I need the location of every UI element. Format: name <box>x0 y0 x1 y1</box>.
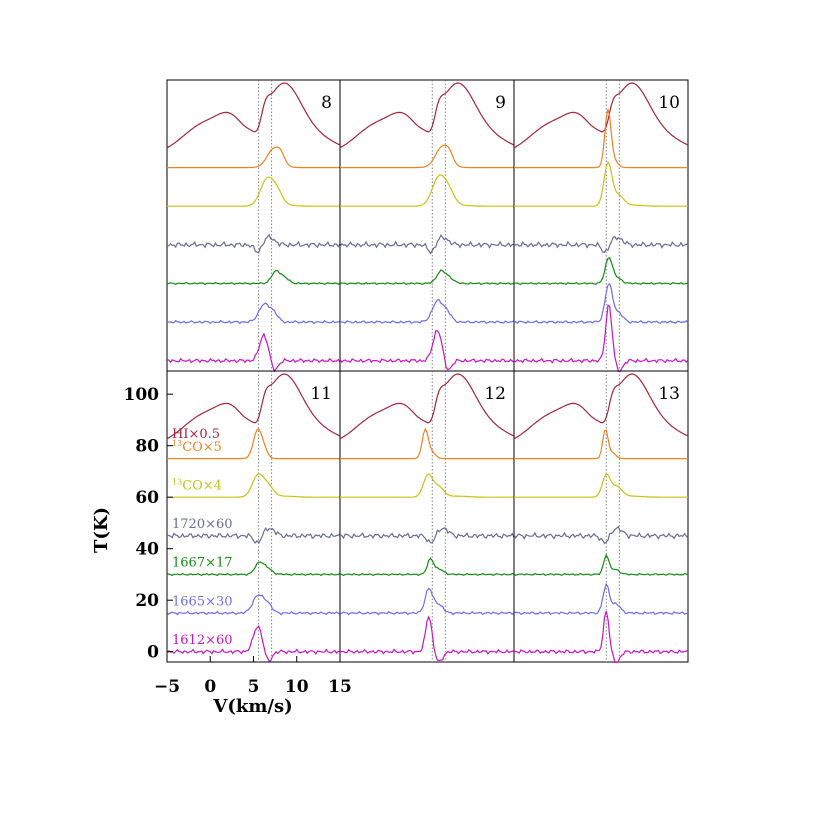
series-line-13CO×4 <box>340 473 514 498</box>
panel-12: 12 <box>339 370 515 663</box>
series-line-HI×0.5 <box>339 82 515 149</box>
series-label: 1720×60 <box>172 517 233 532</box>
series-label-superscript: 13 <box>172 477 182 486</box>
series-line-13CO×4 <box>514 473 688 498</box>
x-tick-label: −5 <box>154 677 180 697</box>
series-line-HI×0.5 <box>513 82 689 149</box>
x-tick-label: 15 <box>328 677 352 697</box>
series-line-1665×30 <box>166 302 341 325</box>
series-line-13CO×5 <box>514 108 688 169</box>
panel-11: 11 <box>166 370 341 663</box>
series-line-1720×60 <box>513 235 689 253</box>
series-label-text: CO×4 <box>182 478 222 493</box>
series-label-text: CO×5 <box>182 440 222 455</box>
panel-frame <box>513 79 689 372</box>
series-line-1612×60 <box>513 304 689 373</box>
series-line-1665×30 <box>339 299 515 325</box>
series-line-1720×60 <box>166 233 341 254</box>
panel-id-label: 10 <box>658 93 680 113</box>
panel-id-label: 12 <box>484 384 506 404</box>
y-tick-label: 40 <box>135 540 159 560</box>
series-line-1667×17 <box>166 269 341 286</box>
series-label: HI×0.5 <box>172 427 220 442</box>
series-line-13CO×5 <box>514 429 688 460</box>
panel-id-label: 11 <box>310 384 332 404</box>
panel-id-label: 13 <box>658 384 680 404</box>
series-line-HI×0.5 <box>166 82 341 149</box>
y-tick-label: 0 <box>147 643 159 663</box>
series-line-HI×0.5 <box>166 373 341 440</box>
x-tick-label: 5 <box>248 677 260 697</box>
series-line-1665×30 <box>339 587 515 616</box>
series-line-1665×30 <box>513 582 689 616</box>
panel-frame <box>513 370 689 663</box>
x-tick-label: 0 <box>204 677 216 697</box>
series-label: 1667×17 <box>172 556 233 571</box>
series-line-13CO×5 <box>167 428 340 460</box>
axes-layer: HI×0.513CO×513CO×41720×601667×171665×301… <box>124 385 352 697</box>
y-tick-label: 60 <box>135 488 159 508</box>
panel-id-label: 9 <box>495 93 506 113</box>
series-line-1720×60 <box>339 234 515 255</box>
y-tick-label: 100 <box>124 385 160 405</box>
x-axis-title: V(km/s) <box>212 696 292 717</box>
series-line-1612×60 <box>166 625 341 662</box>
series-line-1612×60 <box>166 332 341 373</box>
y-axis-title: T(K) <box>91 507 112 553</box>
series-line-13CO×4 <box>167 473 340 498</box>
series-line-13CO×4 <box>514 160 688 207</box>
series-line-13CO×5 <box>340 427 514 460</box>
panel-9: 9 <box>339 79 515 372</box>
panel-10: 10 <box>513 79 689 373</box>
series-line-1667×17 <box>513 553 689 576</box>
series-line-1667×17 <box>166 561 341 577</box>
series-line-1720×60 <box>339 527 515 544</box>
series-line-1612×60 <box>339 615 515 662</box>
panel-frame <box>166 79 341 372</box>
panel-13: 13 <box>513 370 689 664</box>
series-line-1667×17 <box>339 557 515 577</box>
series-label: 1665×30 <box>172 594 233 609</box>
series-line-1612×60 <box>513 611 689 664</box>
y-tick-label: 80 <box>135 437 159 457</box>
series-line-13CO×5 <box>340 144 514 169</box>
series-line-1720×60 <box>166 526 341 545</box>
panel-id-label: 8 <box>321 93 332 113</box>
panels-layer: 8 9 10 11 12 13 <box>166 79 689 664</box>
series-line-13CO×4 <box>340 174 514 207</box>
y-tick-label: 20 <box>135 591 159 611</box>
series-line-HI×0.5 <box>513 373 689 440</box>
series-line-13CO×4 <box>167 176 340 207</box>
series-label: 13CO×5 <box>172 439 222 455</box>
series-line-HI×0.5 <box>339 373 515 440</box>
panel-frame <box>339 370 515 663</box>
series-line-1665×30 <box>166 594 341 616</box>
series-label-superscript: 13 <box>172 439 182 448</box>
series-line-1667×17 <box>513 257 689 285</box>
series-line-1612×60 <box>339 330 515 371</box>
series-line-1720×60 <box>513 525 689 545</box>
panel-8: 8 <box>166 79 341 373</box>
panel-frame <box>339 79 515 372</box>
series-label: 13CO×4 <box>172 477 222 493</box>
series-line-1665×30 <box>513 283 689 325</box>
x-tick-label: 10 <box>285 677 309 697</box>
series-line-1667×17 <box>339 269 514 285</box>
series-line-13CO×5 <box>167 146 340 169</box>
series-label: 1612×60 <box>172 633 233 648</box>
